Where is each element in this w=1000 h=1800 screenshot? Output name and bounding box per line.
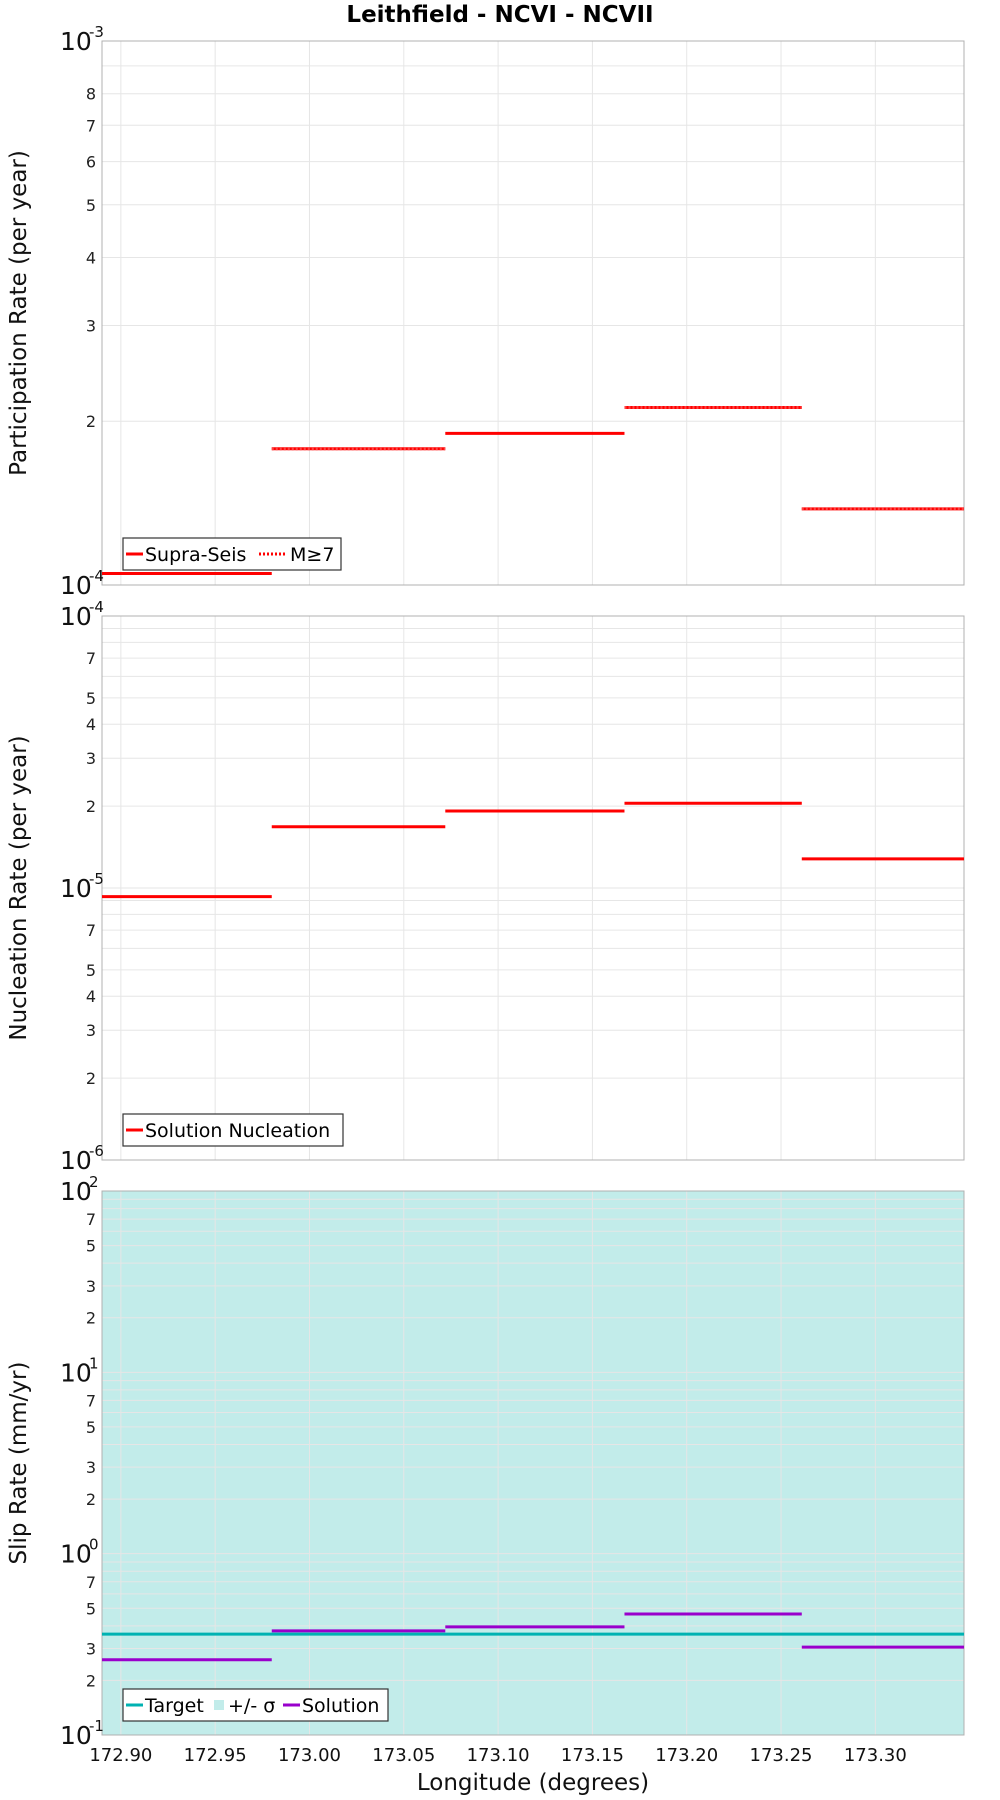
slip-rate-legend: Target +/- σ Solution	[122, 1688, 389, 1722]
y-tick-label: 7	[86, 1573, 96, 1592]
nucleation-legend-box	[122, 1113, 344, 1147]
y-tick-decade-label: 10	[60, 1177, 92, 1206]
y-tick-decade-label: 10	[60, 1358, 92, 1387]
participation-grid	[102, 40, 964, 586]
y-tick-label: 7	[86, 921, 96, 940]
y-tick-decade-label: 10	[60, 571, 92, 600]
y-tick-label: 6	[86, 153, 96, 172]
y-tick-decade-exponent: -4	[89, 598, 104, 616]
y-tick-label: 5	[86, 689, 96, 708]
slip-rate-grid	[102, 1190, 964, 1736]
y-tick-decade-label: 10	[60, 1540, 92, 1569]
x-axis-label: Longitude (degrees)	[417, 1770, 649, 1796]
y-tick-decade-exponent: 1	[89, 1354, 99, 1372]
y-tick-label: 3	[86, 1021, 96, 1040]
y-tick-decade-label: 10	[60, 1146, 92, 1175]
y-tick-label: 3	[86, 749, 96, 768]
y-tick-label: 2	[86, 797, 96, 816]
y-tick-label: 5	[86, 196, 96, 215]
y-tick-label: 2	[86, 1069, 96, 1088]
x-tick-label: 173.25	[750, 1745, 813, 1766]
slip-rate-legend-box	[122, 1688, 389, 1722]
y-tick-label: 3	[86, 1458, 96, 1477]
y-tick-label: 3	[86, 1639, 96, 1658]
nucleation-frame	[101, 615, 965, 1161]
x-tick-label: 172.90	[89, 1745, 152, 1766]
slip-rate-frame	[101, 1190, 965, 1736]
legend-target-label: Target	[144, 1695, 204, 1717]
y-tick-decade-exponent: 2	[89, 1173, 99, 1191]
nucleation-series	[102, 801, 964, 899]
y-tick-decade-label: 10	[60, 602, 92, 631]
y-tick-label: 7	[86, 116, 96, 135]
y-tick-label: 5	[86, 961, 96, 980]
participation-series	[102, 405, 964, 575]
participation-y-axis-label: Participation Rate (per year)	[6, 150, 32, 476]
legend-supra-seis-label: Supra-Seis	[145, 544, 246, 566]
legend-sigma-swatch	[214, 1700, 224, 1710]
chart-title: Leithfield - NCVI - NCVII	[346, 2, 653, 28]
nucleation-y-axis-label: Nucleation Rate (per year)	[6, 735, 32, 1040]
y-tick-label: 3	[86, 316, 96, 335]
x-tick-label: 173.20	[655, 1745, 718, 1766]
nucleation-grid	[102, 615, 964, 1161]
sigma-band	[102, 1191, 964, 1735]
legend-solution-nucleation-label: Solution Nucleation	[145, 1120, 330, 1142]
participation-legend-box	[122, 537, 342, 571]
y-tick-label: 7	[86, 649, 96, 668]
y-tick-decade-label: 10	[60, 27, 92, 56]
legend-solution-label: Solution	[302, 1695, 379, 1717]
y-tick-label: 4	[86, 248, 96, 267]
slip-rate-y-axis-label: Slip Rate (mm/yr)	[6, 1362, 32, 1565]
y-tick-decade-exponent: -4	[89, 567, 104, 585]
x-tick-label: 173.00	[278, 1745, 341, 1766]
y-tick-label: 7	[86, 1391, 96, 1410]
y-tick-label: 2	[86, 1671, 96, 1690]
y-tick-label: 5	[86, 1237, 96, 1256]
y-tick-decade-exponent: -3	[89, 23, 104, 41]
x-tick-label: 173.15	[561, 1745, 624, 1766]
y-tick-label: 5	[86, 1418, 96, 1437]
x-tick-label: 173.10	[467, 1745, 530, 1766]
y-tick-decade-exponent: 0	[89, 1536, 99, 1554]
nucleation-legend: Solution Nucleation	[122, 1113, 344, 1147]
y-tick-decade-label: 10	[60, 874, 92, 903]
legend-m7-label: M≥7	[290, 544, 334, 566]
y-tick-label: 2	[86, 1490, 96, 1509]
y-tick-decade-exponent: -5	[89, 870, 104, 888]
x-tick-label: 173.05	[372, 1745, 435, 1766]
y-tick-label: 2	[86, 1309, 96, 1328]
y-tick-decade-exponent: -1	[89, 1717, 104, 1735]
y-tick-label: 8	[86, 85, 96, 104]
legend-sigma-label: +/- σ	[228, 1695, 275, 1717]
y-tick-decade-label: 10	[60, 1721, 92, 1750]
y-tick-label: 4	[86, 987, 96, 1006]
x-tick-label: 173.30	[844, 1745, 907, 1766]
y-tick-label: 2	[86, 412, 96, 431]
participation-legend: Supra-Seis M≥7	[122, 537, 342, 571]
y-tick-label: 4	[86, 715, 96, 734]
participation-frame	[101, 40, 965, 586]
x-tick-label: 172.95	[184, 1745, 247, 1766]
sigma-band-fill	[102, 1191, 964, 1735]
y-tick-label: 5	[86, 1599, 96, 1618]
y-tick-decade-exponent: -6	[89, 1142, 104, 1160]
x-axis-ticks: 172.90 172.95 173.00 173.05 173.10 173.15 173.…	[89, 1745, 906, 1766]
y-tick-label: 7	[86, 1210, 96, 1229]
slip-rate-series	[102, 1612, 964, 1662]
y-tick-label: 3	[86, 1277, 96, 1296]
